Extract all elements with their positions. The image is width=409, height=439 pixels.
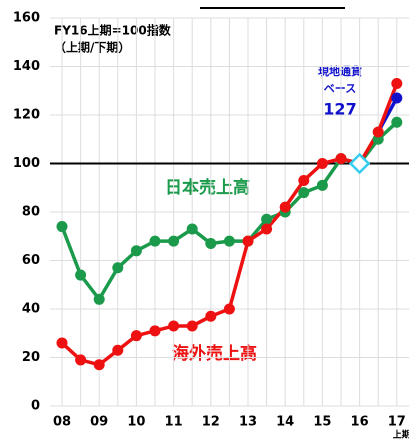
point [93, 359, 105, 371]
point [56, 221, 68, 233]
point [168, 320, 180, 332]
point [186, 320, 198, 332]
point [205, 310, 217, 322]
point [130, 245, 142, 257]
x-tick-label: 10 [127, 415, 145, 430]
y-tick-label: 160 [13, 11, 40, 26]
x-tick-label: 11 [165, 415, 183, 430]
series-label: 海外売上高 [172, 343, 257, 364]
x-tick-label: 14 [276, 415, 294, 430]
x-tick-label: 12 [202, 415, 220, 430]
point [316, 179, 328, 191]
value-label: 127 [323, 100, 356, 119]
y-tick-label: 20 [22, 350, 40, 365]
point [298, 187, 310, 199]
base-marker [348, 152, 371, 175]
x-tick-label: 13 [239, 415, 257, 430]
x-tick-label: 15 [313, 415, 331, 430]
point [186, 223, 198, 235]
y-tick-label: 60 [22, 253, 40, 268]
point [223, 303, 235, 315]
x-tick-label: 09 [90, 415, 108, 430]
point [298, 174, 310, 186]
y-tick-label: 100 [13, 156, 40, 171]
subtitle: FY16上期=100指数 [54, 23, 172, 38]
x-note: 上期 [393, 429, 409, 439]
point [391, 92, 403, 104]
point [372, 126, 384, 138]
point [391, 77, 403, 89]
point [261, 223, 273, 235]
x-tick-label: 17 [388, 415, 406, 430]
point [149, 235, 161, 247]
point [112, 262, 124, 274]
point [279, 201, 291, 213]
x-tick-label: 08 [53, 415, 71, 430]
y-tick-label: 0 [31, 399, 40, 414]
annotation: ベース [324, 82, 356, 95]
point [316, 158, 328, 169]
point [335, 153, 347, 165]
point [149, 325, 161, 337]
point [130, 330, 142, 342]
y-tick-label: 80 [22, 205, 40, 220]
series-label: 日本売上高 [165, 177, 250, 198]
point [75, 269, 87, 281]
point [223, 235, 235, 247]
y-tick-label: 40 [22, 302, 40, 317]
point [75, 354, 87, 366]
point [168, 235, 180, 247]
annotation: 現地通貨 [318, 64, 362, 78]
point [112, 344, 124, 356]
point [391, 116, 403, 128]
point [261, 213, 273, 225]
x-tick-label: 16 [351, 415, 369, 430]
point [242, 235, 254, 247]
point [205, 238, 217, 250]
point [56, 337, 68, 349]
point [93, 293, 105, 305]
y-tick-label: 140 [13, 59, 40, 74]
y-tick-label: 120 [13, 108, 40, 123]
subtitle: （上期/下期） [54, 40, 130, 55]
